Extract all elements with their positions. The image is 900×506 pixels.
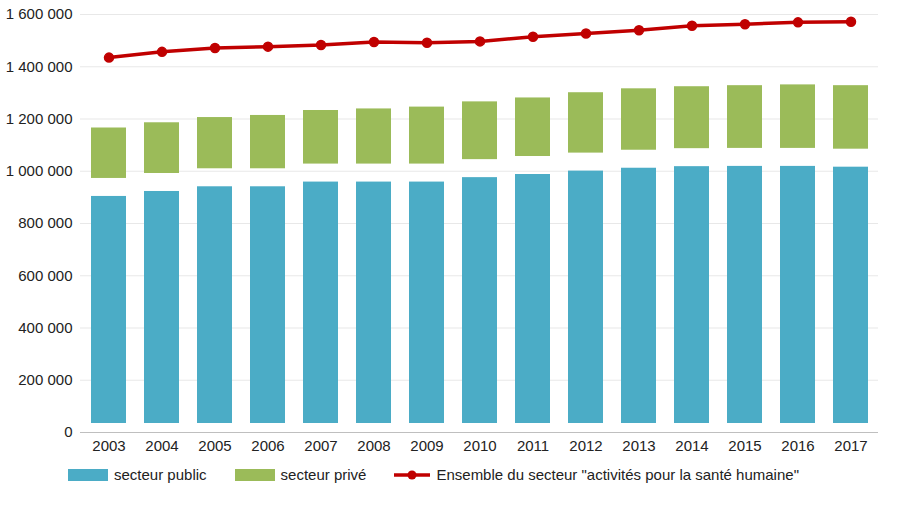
- html-text:Ensemble du secteur "activités: Ensemble du secteur "activités pour la s…: [436, 466, 799, 483]
- svg-text:2012: 2012: [569, 437, 602, 454]
- svg-text:800 000: 800 000: [18, 214, 72, 231]
- svg-text:0: 0: [64, 423, 72, 440]
- svg-text:1 000 000: 1 000 000: [6, 162, 73, 179]
- html-text:secteur privé: secteur privé: [280, 466, 367, 483]
- svg-text:2011: 2011: [517, 437, 549, 454]
- svg-text:1 400 000: 1 400 000: [6, 58, 73, 75]
- svg-text:400 000: 400 000: [18, 319, 72, 336]
- svg-text:2016: 2016: [781, 437, 814, 454]
- svg-text:2003: 2003: [92, 437, 125, 454]
- svg-text:2004: 2004: [145, 437, 178, 454]
- svg-text:2013: 2013: [622, 437, 655, 454]
- svg-text:2017: 2017: [834, 437, 867, 454]
- svg-text:2007: 2007: [304, 437, 337, 454]
- svg-text:200 000: 200 000: [18, 371, 72, 388]
- svg-text:2008: 2008: [357, 437, 390, 454]
- svg-text:1 200 000: 1 200 000: [6, 110, 73, 127]
- html-text:secteur public: secteur public: [114, 466, 207, 483]
- svg-text:2006: 2006: [251, 437, 284, 454]
- svg-text:600 000: 600 000: [18, 267, 72, 284]
- svg-text:2015: 2015: [728, 437, 761, 454]
- svg-text:2005: 2005: [198, 437, 231, 454]
- svg-text:2009: 2009: [410, 437, 443, 454]
- svg-text:2010: 2010: [463, 437, 496, 454]
- svg-text:2014: 2014: [675, 437, 708, 454]
- svg-text:1 600 000: 1 600 000: [6, 5, 73, 22]
